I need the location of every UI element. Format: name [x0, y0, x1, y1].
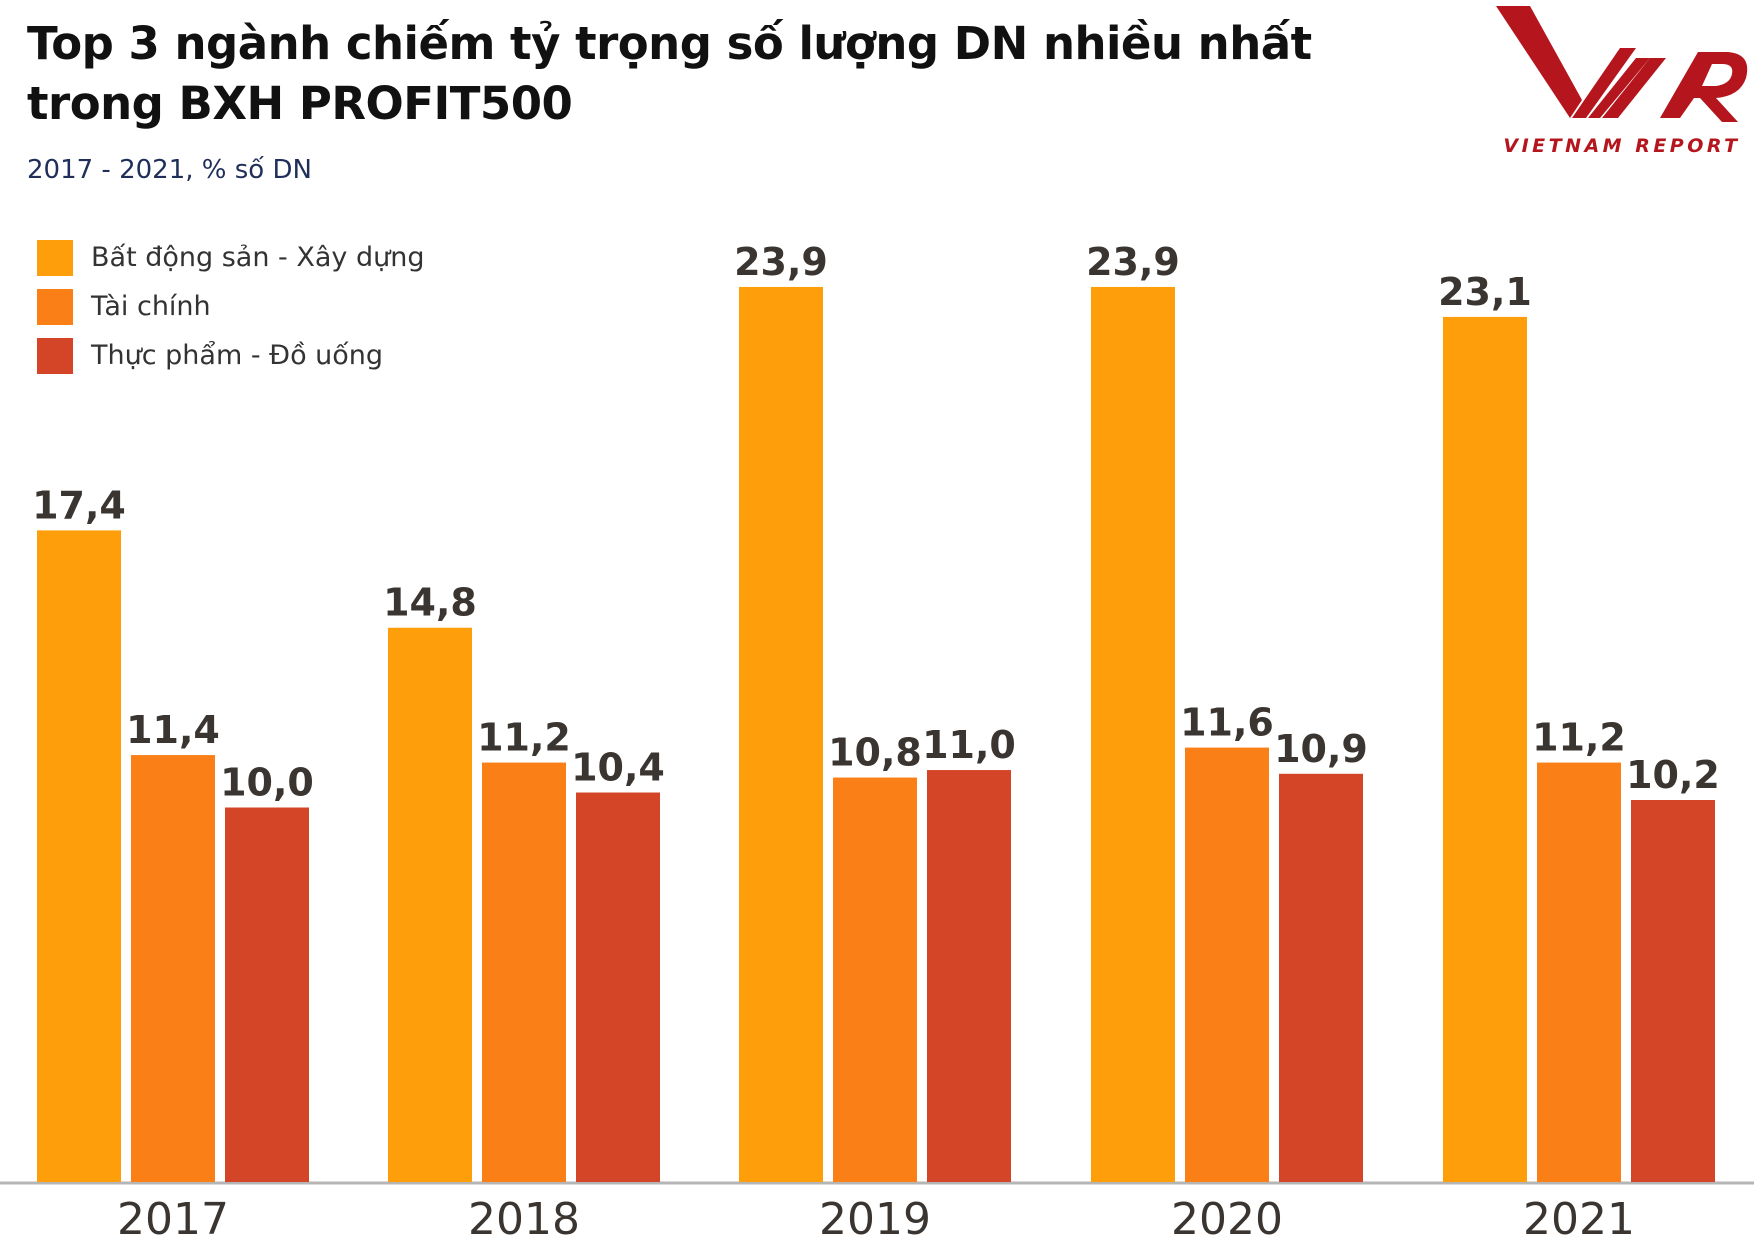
legend-label: Bất động sản - Xây dựng	[91, 242, 425, 273]
data-label: 10,0	[220, 761, 314, 805]
svg-text:VIETNAM REPORT: VIETNAM REPORT	[1503, 135, 1740, 157]
bar-2020-series-2	[1279, 773, 1363, 1182]
x-tick-label: 2017	[117, 1194, 229, 1241]
x-tick-label: 2020	[1171, 1194, 1283, 1241]
x-tick-label: 2018	[468, 1194, 580, 1241]
legend-swatch	[37, 337, 73, 374]
data-label: 11,0	[922, 723, 1016, 767]
legend-label: Thực phẩm - Đồ uống	[91, 340, 384, 371]
data-label: 10,9	[1274, 727, 1368, 771]
data-label: 11,2	[1532, 716, 1626, 760]
bar-2020-series-1	[1185, 747, 1269, 1182]
legend-swatch	[37, 239, 73, 276]
bar-2017-series-1	[131, 755, 215, 1182]
data-label: 11,6	[1180, 701, 1274, 745]
data-label: 17,4	[32, 483, 126, 527]
data-label: 23,9	[1086, 240, 1180, 284]
data-label: 10,8	[828, 731, 922, 775]
legend-label: Tài chính	[91, 291, 211, 322]
bar-2018-series-1	[482, 762, 566, 1182]
bar-2019-series-2	[927, 770, 1011, 1182]
bar-2018-series-0	[388, 627, 472, 1182]
data-label: 23,9	[734, 240, 828, 284]
data-label: 10,2	[1626, 753, 1720, 797]
bar-2019-series-0	[739, 286, 823, 1182]
chart-subtitle: 2017 - 2021, % số DN	[27, 155, 312, 185]
x-tick-label: 2019	[819, 1194, 931, 1241]
bar-2019-series-1	[833, 777, 917, 1182]
data-label: 11,2	[477, 716, 571, 760]
bar-2017-series-2	[225, 807, 309, 1182]
bar-2021-series-0	[1443, 316, 1527, 1182]
bar-2017-series-0	[37, 530, 121, 1182]
bar-2020-series-0	[1091, 286, 1175, 1182]
legend: Bất động sản - Xây dựng Tài chính Thực p…	[37, 233, 424, 380]
data-label: 10,4	[571, 746, 665, 790]
legend-swatch	[37, 288, 73, 325]
legend-item-real-estate: Bất động sản - Xây dựng	[37, 233, 424, 282]
legend-item-finance: Tài chính	[37, 282, 424, 331]
bar-2018-series-2	[576, 792, 660, 1182]
x-tick-label: 2021	[1523, 1194, 1635, 1241]
data-label: 11,4	[126, 708, 220, 752]
data-label: 14,8	[383, 581, 477, 625]
bar-2021-series-2	[1631, 800, 1715, 1182]
bar-2021-series-1	[1537, 762, 1621, 1182]
vietnam-report-logo: VIETNAM REPORT	[1496, 6, 1748, 157]
chart-title: Top 3 ngành chiếm tỷ trọng số lượng DN n…	[27, 17, 1312, 130]
legend-item-food-beverage: Thực phẩm - Đồ uống	[37, 331, 424, 380]
data-label: 23,1	[1438, 270, 1532, 314]
